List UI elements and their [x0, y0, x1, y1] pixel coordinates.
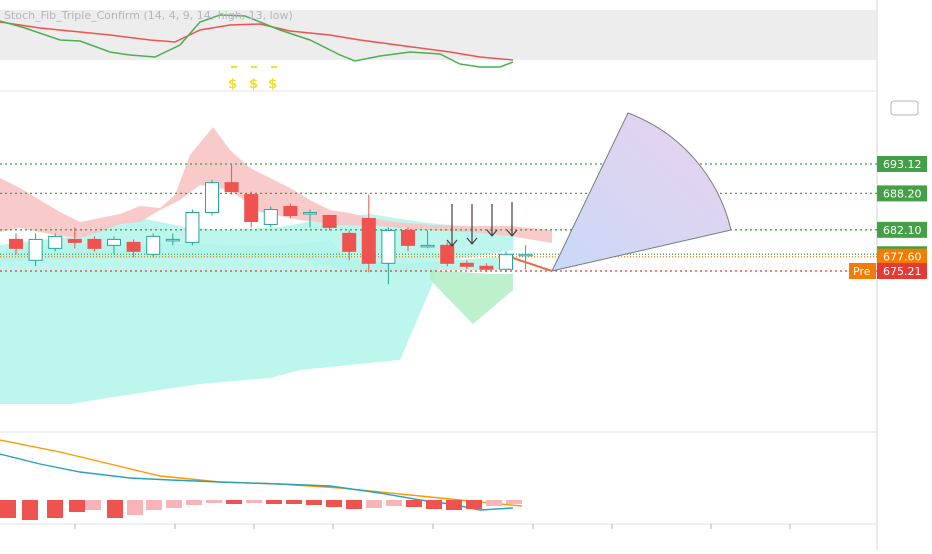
candle-body	[67, 238, 82, 243]
histogram-bar	[22, 500, 38, 520]
signal-dash-3	[271, 66, 277, 68]
down-arrow-3	[486, 204, 498, 237]
candle-body	[361, 217, 376, 264]
histogram-bar	[186, 500, 202, 505]
histogram-bar	[85, 500, 101, 510]
price-label-box-6	[877, 263, 927, 279]
candle-body	[440, 244, 455, 264]
histogram-bar	[226, 500, 242, 504]
candle-body	[518, 253, 533, 257]
price-label-box-3	[877, 221, 927, 238]
stoch-panel-background	[0, 10, 876, 60]
histogram-bar	[69, 500, 85, 512]
histogram-bar	[166, 500, 182, 508]
candle-body	[146, 235, 161, 255]
candle-body	[87, 238, 102, 249]
projection-fan	[551, 112, 732, 272]
histogram-bar	[366, 500, 382, 508]
histogram-bar	[506, 500, 522, 504]
stoch-d-line	[0, 21, 514, 61]
histogram-bar	[206, 500, 222, 503]
candle-body	[263, 209, 278, 225]
price-label-2: 688.20	[883, 187, 922, 200]
time-axis-ticks	[74, 524, 791, 529]
price-label-box-2	[877, 185, 927, 202]
candle-body	[224, 182, 239, 193]
candle-body	[303, 212, 317, 215]
candle-body	[244, 194, 259, 222]
settings-button[interactable]	[890, 100, 919, 116]
down-arrow-4	[506, 202, 518, 237]
histogram-bar	[486, 500, 502, 506]
price-label-box-1	[877, 156, 927, 172]
price-label-1: 693.12	[883, 158, 922, 171]
bear-cloud	[0, 127, 552, 243]
pre-badge-box	[849, 263, 876, 279]
signal-marker-3: $	[268, 77, 277, 92]
histogram-bar	[386, 500, 402, 506]
signal-marker-1: $	[228, 77, 237, 92]
histogram-bar	[446, 500, 462, 510]
down-arrows	[446, 202, 518, 247]
candle-body	[479, 265, 494, 270]
histogram-bar	[426, 500, 442, 509]
candle-body	[420, 244, 435, 248]
histogram-bar	[0, 500, 16, 518]
histogram-bar	[306, 500, 322, 505]
histogram-bar	[107, 500, 123, 518]
candle-body	[28, 238, 43, 261]
candle-body	[401, 229, 415, 246]
histogram-bar	[326, 500, 342, 507]
signal-dash-1	[231, 66, 237, 68]
histogram-bar	[406, 500, 422, 507]
price-label-3: 682.10	[883, 224, 922, 237]
histogram-bar	[146, 500, 162, 510]
indicator-label: Stoch_Fib_Triple_Confirm (14, 4, 9, 14, …	[4, 9, 293, 22]
signal-dash-2	[251, 66, 257, 68]
price-label-6: 675.21	[883, 265, 922, 278]
candle-body	[48, 235, 63, 249]
candle-body	[107, 238, 121, 246]
pre-market-badge: Pre	[849, 263, 876, 279]
candle-body	[126, 241, 141, 252]
candle-body	[459, 262, 474, 267]
histogram-bar	[246, 500, 262, 503]
down-arrow-2	[466, 204, 478, 245]
bear-cloud-tail	[430, 270, 513, 324]
histogram-bar	[127, 500, 143, 515]
signal-marker-2: $	[249, 77, 258, 92]
candle-body	[283, 206, 298, 216]
candle-body	[322, 214, 337, 228]
candle-body	[9, 238, 23, 249]
macd-histogram	[0, 500, 522, 520]
stoch-k-line	[0, 14, 514, 68]
histogram-bar	[466, 500, 482, 509]
candle-body	[205, 182, 219, 214]
histogram-bar	[346, 500, 362, 509]
down-arrow-1	[446, 204, 458, 247]
candle-body	[165, 238, 180, 242]
price-label-box-5	[877, 248, 927, 265]
pre-badge-label: Pre	[853, 265, 871, 278]
candle-body	[342, 232, 357, 252]
histogram-bar	[266, 500, 282, 504]
candle-body	[381, 229, 396, 264]
candle-body	[499, 253, 513, 270]
histogram-bar	[286, 500, 302, 504]
projection-line	[512, 257, 553, 272]
signal-line	[0, 439, 523, 507]
candles	[9, 164, 533, 285]
candle-body	[185, 212, 200, 243]
histogram-bar	[47, 500, 63, 518]
price-label-5: 677.60	[883, 251, 922, 264]
